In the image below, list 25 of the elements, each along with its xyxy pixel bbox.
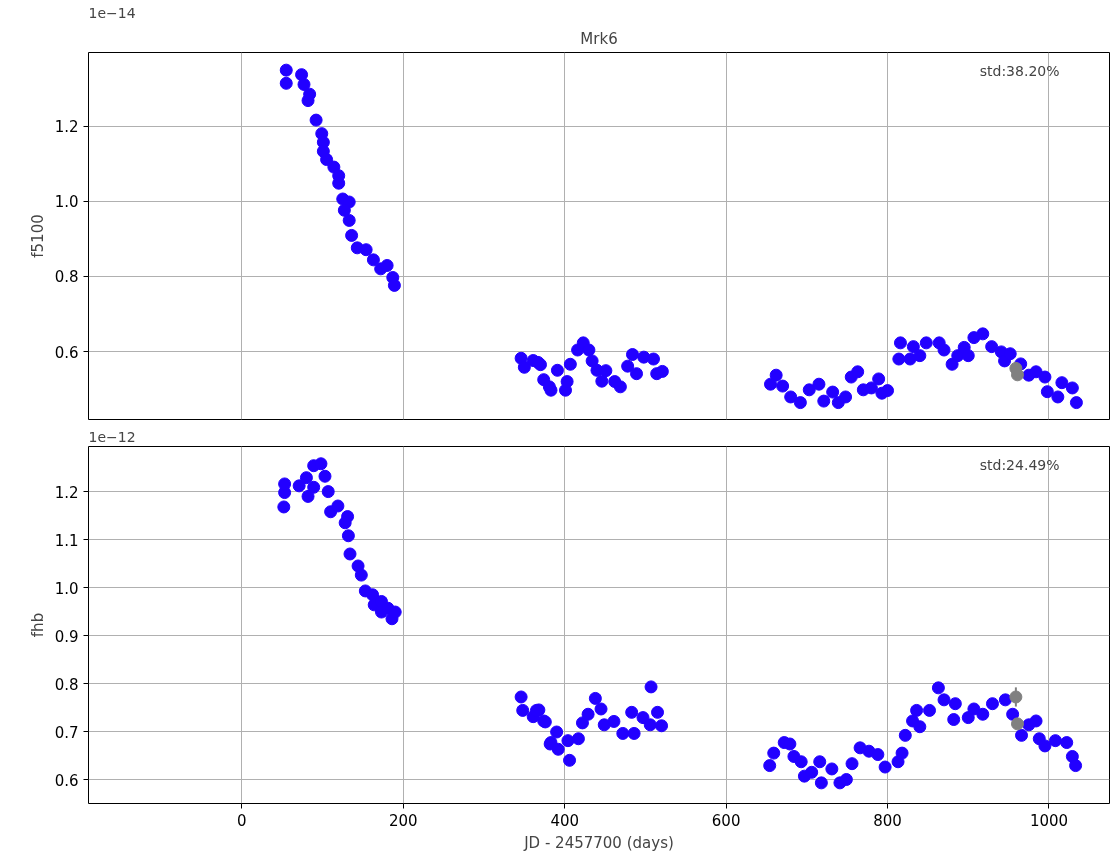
- y-axis-title: f5100: [28, 214, 47, 258]
- x-tick-label: 200: [388, 811, 418, 830]
- y-tick-label: 0.8: [54, 268, 79, 287]
- chart-title: Mrk6: [580, 29, 618, 48]
- x-tick-label: 1000: [1029, 811, 1069, 830]
- y-tick-label: 0.9: [54, 627, 79, 646]
- y-axis-title: fhb: [28, 612, 47, 638]
- y-tick-label: 1.2: [54, 118, 79, 137]
- x-tick-label: 800: [873, 811, 902, 830]
- y-tick-label: 1.1: [54, 531, 79, 550]
- x-tick-label: 400: [550, 811, 580, 830]
- x-tick-label: 600: [711, 811, 741, 830]
- y-tick-label: 1.2: [54, 483, 79, 502]
- annotation: std:24.49%: [979, 456, 1060, 473]
- y-tick-label: 1.0: [54, 579, 79, 598]
- y-tick-label: 0.7: [54, 723, 79, 742]
- x-axis-title: JD - 2457700 (days): [523, 833, 674, 852]
- y-tick-label: 1.0: [54, 193, 79, 212]
- y-tick-label: 0.8: [54, 675, 79, 694]
- y-tick-label: 0.6: [54, 343, 79, 362]
- annotation: std:38.20%: [979, 62, 1060, 79]
- text: 1e−14: [88, 4, 136, 21]
- x-tick-label: 0: [237, 811, 247, 830]
- text: 1e−12: [88, 428, 136, 445]
- y-tick-label: 0.6: [54, 771, 79, 790]
